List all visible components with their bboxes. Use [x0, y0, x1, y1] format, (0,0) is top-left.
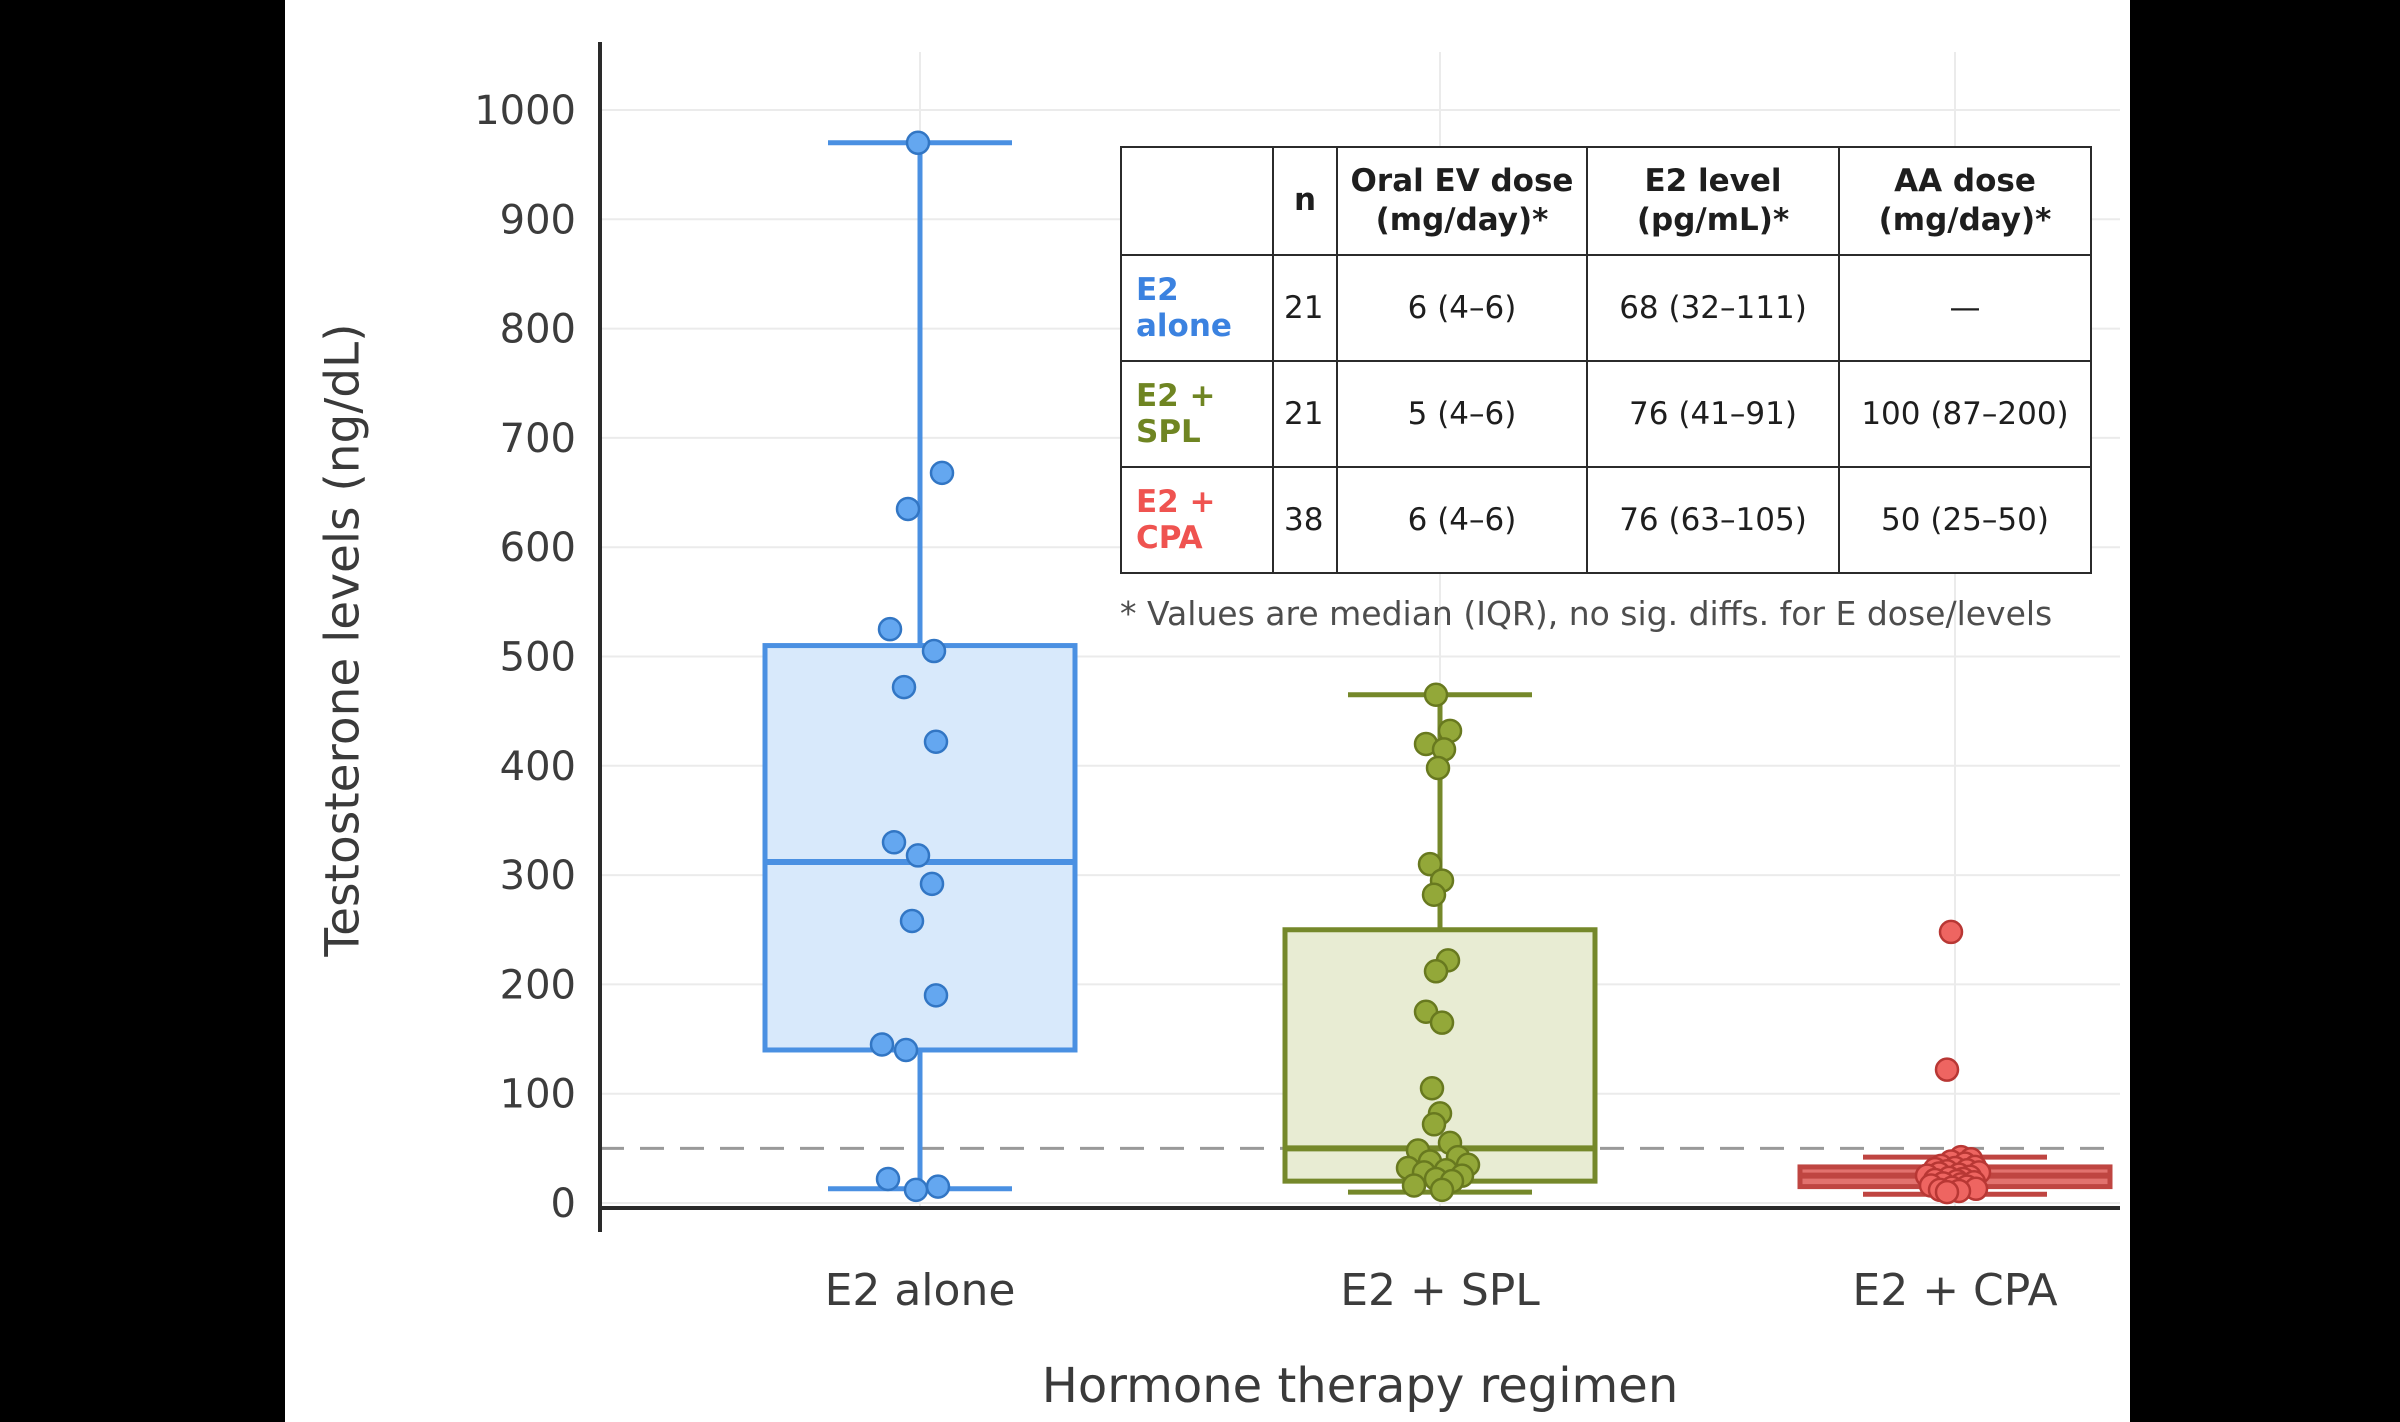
data-point: [923, 983, 949, 1008]
table-header: E2 level (pg/mL)*: [1586, 146, 1840, 256]
data-point: [1429, 1010, 1455, 1035]
summary-table: n Oral EV dose (mg/day)* E2 level (pg/mL)* AA…: [1120, 146, 2092, 574]
y-tick-label: 200: [500, 962, 576, 1008]
table-header: [1120, 146, 1274, 256]
table-cell: 21: [1272, 359, 1338, 468]
data-point: [1934, 1179, 1960, 1205]
table-cell: 6 (4–6): [1336, 253, 1588, 362]
table-header: Oral EV dose (mg/day)*: [1336, 146, 1588, 256]
y-tick-label: 300: [500, 853, 576, 899]
data-point: [1421, 1112, 1447, 1137]
table-cell: 50 (25–50): [1838, 465, 2092, 574]
table-footnote: * Values are median (IQR), no sig. diffs…: [1120, 593, 2053, 633]
table-cell: —: [1838, 253, 2092, 362]
box-group-3: [1797, 919, 2113, 1205]
table-cell: 76 (41–91): [1586, 359, 1840, 468]
table-row: E2 + SPL 21 5 (4–6) 76 (41–91) 100 (87–200): [1120, 359, 2092, 468]
table-row-label: E2 + SPL: [1120, 359, 1274, 468]
data-point: [875, 1166, 901, 1192]
data-point: [869, 1032, 895, 1057]
y-tick-label: 600: [500, 525, 576, 571]
data-point: [893, 1037, 919, 1063]
table-header: n: [1272, 146, 1338, 256]
data-point: [1423, 682, 1449, 708]
summary-table-inset: n Oral EV dose (mg/day)* E2 level (pg/mL)* AA…: [1120, 146, 2092, 633]
table-header: AA dose (mg/day)*: [1838, 146, 2092, 256]
data-point: [903, 1177, 929, 1203]
data-point: [877, 616, 903, 642]
data-point: [1934, 1057, 1960, 1082]
x-category-label: E2 alone: [825, 1265, 1016, 1316]
table-cell: 21: [1272, 253, 1338, 362]
table-row: E2 + CPA 38 6 (4–6) 76 (63–105) 50 (25–50): [1120, 465, 2092, 574]
data-point: [881, 830, 907, 855]
data-point: [929, 460, 955, 486]
box-group-2: [1282, 682, 1598, 1203]
data-point: [1423, 959, 1449, 984]
figure-canvas: 0 100 200 300 400 500 600 700 800 900 1000 E2 alone…: [285, 0, 2130, 1422]
data-point: [905, 130, 931, 156]
y-tick-label: 0: [551, 1181, 576, 1227]
y-tick-label: 700: [500, 416, 576, 462]
table-cell: 100 (87–200): [1838, 359, 2092, 468]
y-tick-label: 1000: [474, 88, 576, 134]
data-point: [919, 871, 945, 897]
y-tick-label: 400: [500, 744, 576, 790]
data-point: [1401, 1173, 1427, 1198]
data-point: [923, 729, 949, 755]
data-point: [1938, 919, 1964, 945]
x-axis-title: Hormone therapy regimen: [1041, 1358, 1679, 1414]
data-point: [1425, 755, 1451, 781]
data-point: [905, 843, 931, 868]
y-tick-label: 900: [500, 197, 576, 243]
y-axis-title: Testosterone levels (ng/dL): [315, 323, 371, 957]
data-point: [891, 674, 917, 700]
table-cell: 76 (63–105): [1586, 465, 1840, 574]
table-row-label: E2 + CPA: [1120, 465, 1274, 574]
data-point: [1421, 882, 1447, 908]
boxplot-chart: 0 100 200 300 400 500 600 700 800 900 1000 E2 alone…: [474, 42, 2120, 1316]
table-row: E2 alone 21 6 (4–6) 68 (32–111) —: [1120, 253, 2092, 362]
table-row-label: E2 alone: [1120, 253, 1274, 362]
x-category-label: E2 + CPA: [1852, 1265, 2057, 1316]
table-cell: 6 (4–6): [1336, 465, 1588, 574]
y-tick-label: 100: [500, 1072, 576, 1118]
data-point: [1429, 1177, 1455, 1203]
data-point: [1419, 1075, 1445, 1101]
data-point: [895, 496, 921, 522]
data-point: [925, 1174, 951, 1199]
table-cell: 38: [1272, 465, 1338, 574]
x-category-label: E2 + SPL: [1340, 1265, 1540, 1316]
table-cell: 68 (32–111): [1586, 253, 1840, 362]
data-point: [899, 908, 925, 934]
table-cell: 5 (4–6): [1336, 359, 1588, 468]
data-point: [1417, 851, 1443, 877]
y-tick-label: 500: [500, 635, 576, 681]
data-point: [921, 638, 947, 664]
y-tick-label: 800: [500, 307, 576, 353]
box-group-1: [762, 130, 1078, 1203]
